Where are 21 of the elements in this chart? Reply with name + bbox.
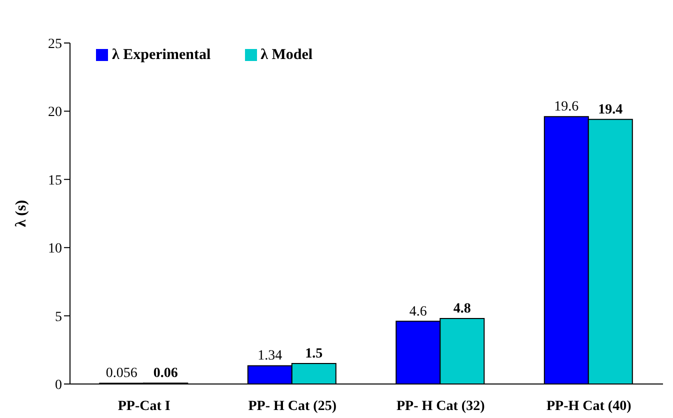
data-label: 0.056 — [106, 366, 138, 382]
y-tick-label: 15 — [48, 173, 62, 188]
x-tick-label: PP- H Cat (25) — [248, 398, 337, 414]
data-label: 19.4 — [598, 102, 623, 118]
data-label: 1.34 — [258, 348, 282, 364]
y-tick-label: 20 — [48, 105, 62, 120]
y-tick-label: 0 — [55, 378, 62, 393]
data-label: 0.06 — [153, 366, 178, 382]
data-label: 1.5 — [305, 346, 323, 362]
legend-label: λ Experimental — [112, 47, 211, 63]
data-label: 4.6 — [409, 304, 427, 320]
x-tick-label: PP-Cat I — [118, 398, 170, 414]
x-tick-label: PP- H Cat (32) — [396, 398, 486, 414]
x-tick-label: PP-H Cat (40) — [546, 398, 632, 414]
data-label: 19.6 — [554, 100, 579, 115]
data-label: 4.8 — [453, 302, 471, 317]
legend-label: λ Model — [260, 47, 313, 63]
y-tick-label: 10 — [48, 242, 62, 257]
y-axis-title: λ (s) — [13, 200, 30, 227]
y-tick-label: 25 — [48, 36, 62, 52]
y-tick-label: 5 — [55, 310, 62, 325]
